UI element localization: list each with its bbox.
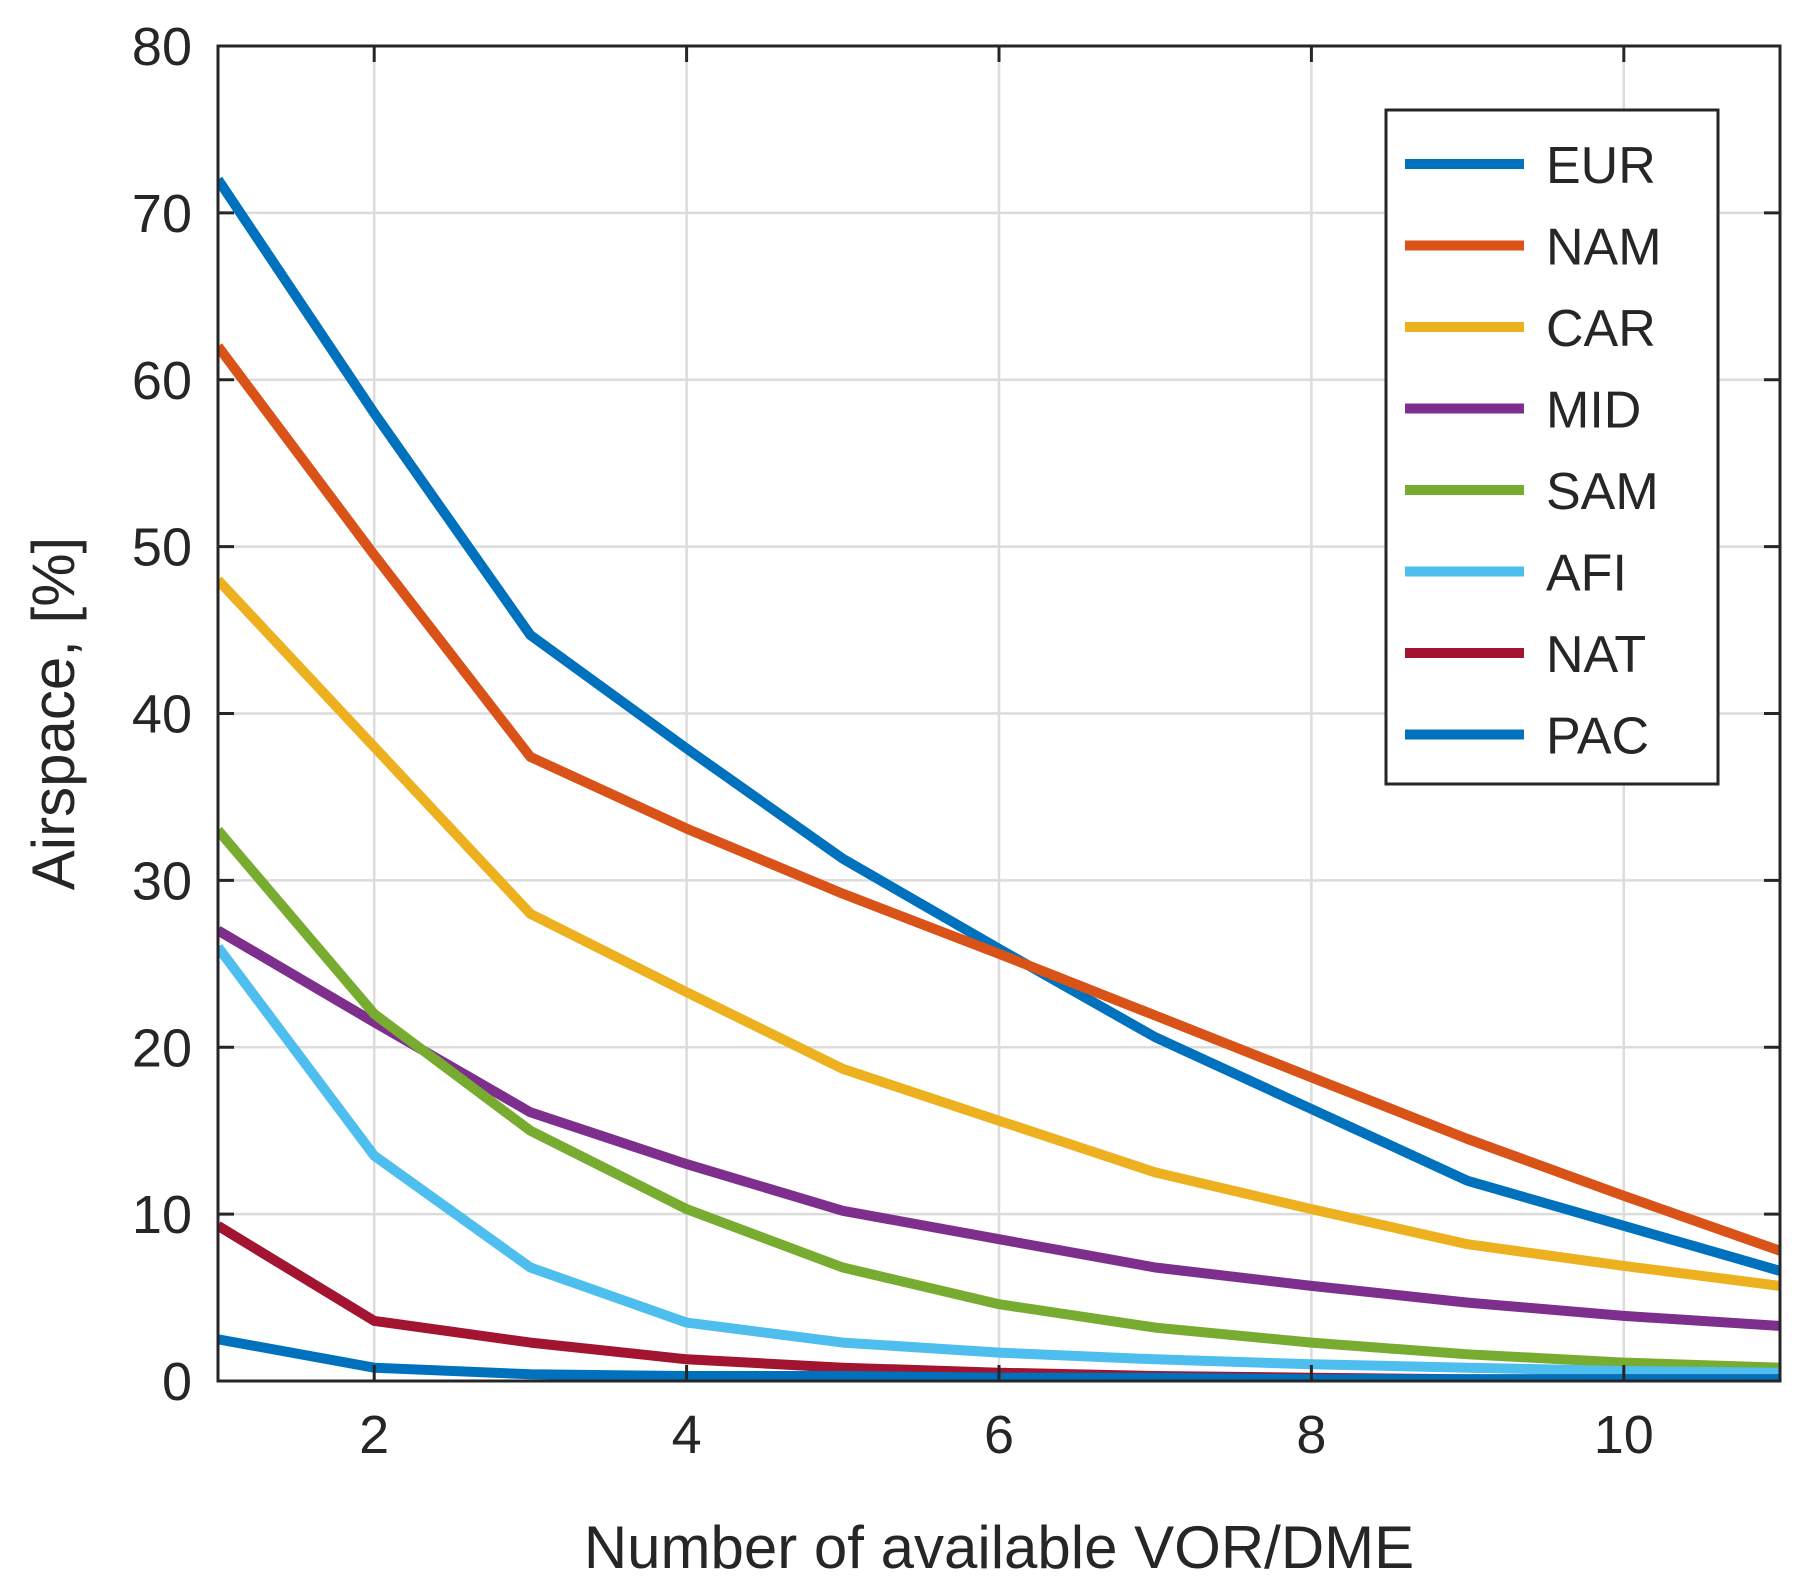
y-tick-label: 60 xyxy=(132,351,192,411)
legend-box xyxy=(1384,108,1720,786)
legend-label-nam: NAM xyxy=(1546,219,1662,277)
y-tick-label: 80 xyxy=(132,17,192,77)
series-line-mid xyxy=(218,926,1780,1331)
x-tick-label: 2 xyxy=(359,1405,389,1465)
x-tick-label: 10 xyxy=(1594,1405,1654,1465)
series-line-sam xyxy=(218,827,1780,1373)
series-line-car xyxy=(218,576,1780,1291)
y-tick-label: 70 xyxy=(132,184,192,244)
y-tick-label: 0 xyxy=(162,1352,192,1412)
y-tick-label: 10 xyxy=(132,1185,192,1245)
legend-label-afi: AFI xyxy=(1546,545,1627,603)
legend-label-pac: PAC xyxy=(1546,708,1649,766)
y-tick-label: 20 xyxy=(132,1018,192,1078)
x-tick-label: 6 xyxy=(984,1405,1014,1465)
series-line-nam xyxy=(218,343,1780,1256)
y-tick-label: 40 xyxy=(132,685,192,745)
x-tick-label: 8 xyxy=(1296,1405,1326,1465)
legend-label-mid: MID xyxy=(1546,382,1641,440)
series-line-afi xyxy=(218,944,1780,1378)
y-axis-label: Airspace, [%] xyxy=(20,537,87,890)
legend-label-eur: EUR xyxy=(1546,137,1656,195)
legend-label-nat: NAT xyxy=(1546,626,1646,684)
axis-ticks: 2 4 6 8 10 0 10 20 30 40 50 60 70 80 xyxy=(132,17,1780,1465)
y-tick-label: 30 xyxy=(132,851,192,911)
legend: EUR NAM CAR MID SAM AFI NAT PAC xyxy=(1384,108,1720,786)
axis-labels: Number of available VOR/DME Airspace, [%… xyxy=(20,537,1414,1581)
x-axis-label: Number of available VOR/DME xyxy=(584,1514,1414,1581)
legend-label-sam: SAM xyxy=(1546,463,1659,521)
legend-label-car: CAR xyxy=(1546,300,1656,358)
x-tick-label: 4 xyxy=(672,1405,702,1465)
y-tick-label: 50 xyxy=(132,518,192,578)
